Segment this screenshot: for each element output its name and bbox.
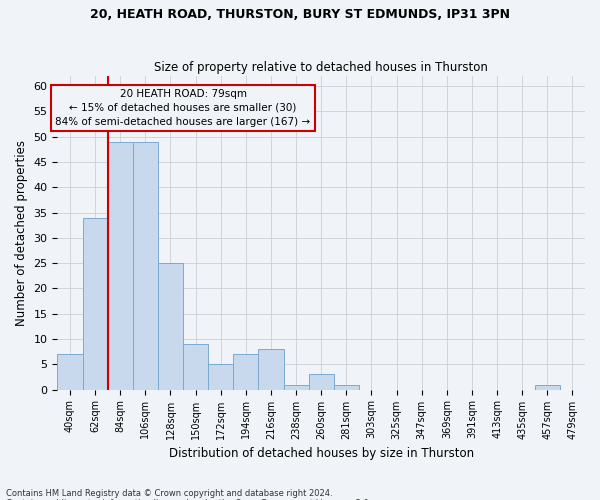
Text: Contains HM Land Registry data © Crown copyright and database right 2024.: Contains HM Land Registry data © Crown c… — [6, 488, 332, 498]
Bar — [334, 384, 359, 390]
Bar — [208, 364, 233, 390]
Bar — [158, 263, 183, 390]
Y-axis label: Number of detached properties: Number of detached properties — [15, 140, 28, 326]
Bar — [259, 349, 284, 390]
Title: Size of property relative to detached houses in Thurston: Size of property relative to detached ho… — [154, 60, 488, 74]
Text: 20 HEATH ROAD: 79sqm
← 15% of detached houses are smaller (30)
84% of semi-detac: 20 HEATH ROAD: 79sqm ← 15% of detached h… — [55, 88, 311, 126]
Bar — [284, 384, 308, 390]
Bar — [308, 374, 334, 390]
Bar — [183, 344, 208, 390]
Bar — [535, 384, 560, 390]
Bar — [233, 354, 259, 390]
Bar — [133, 142, 158, 390]
Bar — [107, 142, 133, 390]
Bar — [83, 218, 107, 390]
Text: Contains public sector information licensed under the Open Government Licence v3: Contains public sector information licen… — [6, 498, 371, 500]
Bar — [58, 354, 83, 390]
X-axis label: Distribution of detached houses by size in Thurston: Distribution of detached houses by size … — [169, 447, 474, 460]
Text: 20, HEATH ROAD, THURSTON, BURY ST EDMUNDS, IP31 3PN: 20, HEATH ROAD, THURSTON, BURY ST EDMUND… — [90, 8, 510, 20]
